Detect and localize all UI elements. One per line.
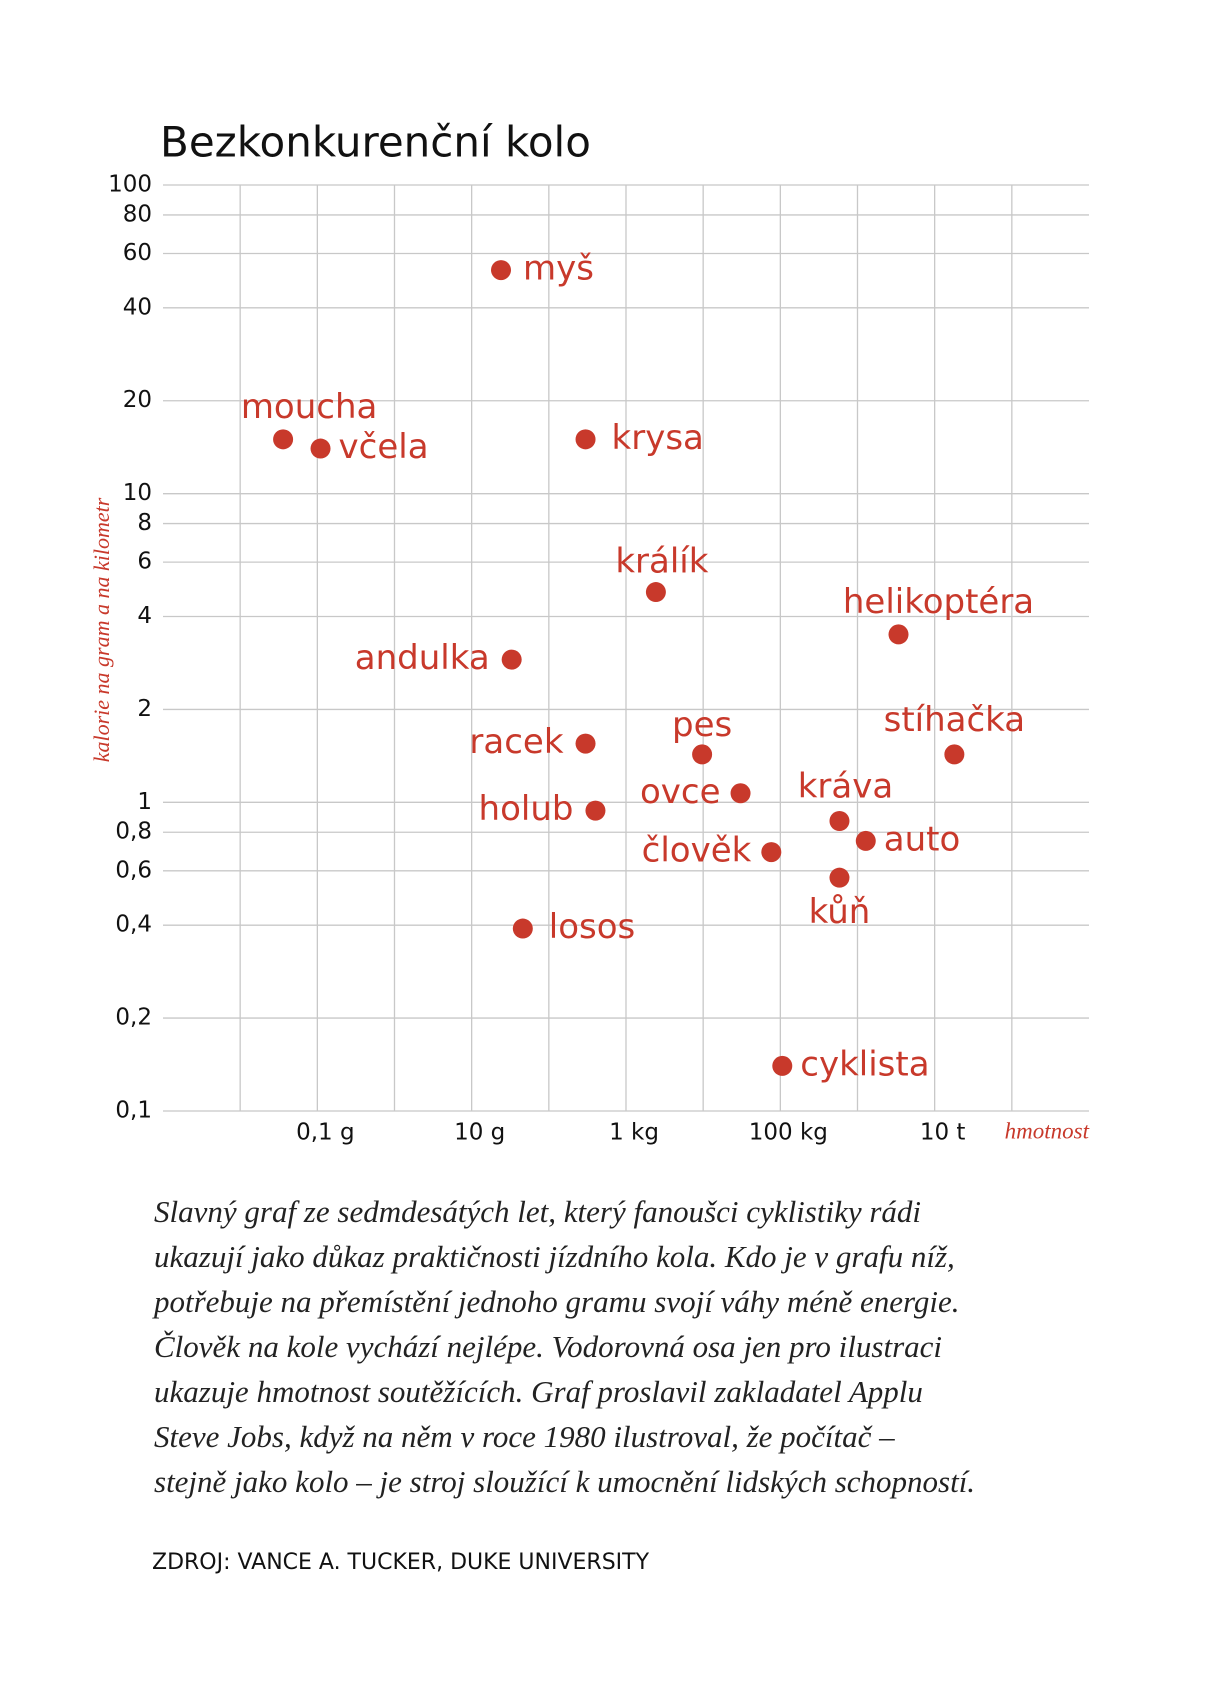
point-label: holub: [479, 789, 574, 829]
point: [310, 438, 331, 459]
y-tick-label: 20: [123, 387, 152, 413]
y-tick-label: 6: [137, 549, 152, 575]
point-label: krysa: [612, 418, 704, 458]
point: [491, 260, 512, 281]
source: ZDROJ: VANCE A. TUCKER, DUKE UNIVERSITY: [152, 1550, 650, 1575]
point: [512, 918, 533, 939]
point: [944, 744, 965, 765]
point-label: člověk: [642, 831, 752, 871]
y-tick-label: 10: [123, 480, 152, 506]
y-tick-label: 80: [123, 201, 152, 227]
grid: [163, 184, 1089, 1112]
point: [273, 429, 294, 450]
x-tick-label: 10 t: [920, 1120, 966, 1146]
caption-line: stejně jako kolo – je stroj sloužící k u…: [154, 1464, 975, 1499]
x-tick-label: 0,1 g: [296, 1120, 355, 1146]
point: [730, 783, 751, 804]
caption-line: Slavný graf ze sedmdesátých let, který f…: [154, 1194, 921, 1229]
y-tick-label: 60: [123, 240, 152, 266]
point: [855, 830, 876, 851]
point: [829, 811, 850, 832]
point-label: losos: [549, 907, 635, 947]
point: [692, 744, 713, 765]
point: [888, 624, 909, 645]
y-tick-label: 4: [137, 603, 152, 629]
y-tick-label: 0,8: [115, 819, 152, 845]
point-label: helikoptéra: [843, 582, 1034, 622]
point-label: myš: [523, 249, 594, 289]
caption-line: potřebuje na přemístění jednoho gramu sv…: [152, 1284, 960, 1319]
x-tick-label: 100 kg: [749, 1120, 828, 1146]
caption-line: Člověk na kole vychází nejlépe. Vodorovn…: [154, 1329, 942, 1364]
y-tick-label: 100: [108, 172, 152, 198]
point-label: ovce: [640, 772, 721, 812]
y-tick-label: 40: [123, 294, 152, 320]
y-tick-label: 1: [137, 789, 152, 815]
point: [501, 649, 522, 670]
caption-line: ukazují jako důkaz praktičnosti jízdního…: [154, 1239, 955, 1274]
caption-line: Steve Jobs, když na něm v roce 1980 ilus…: [154, 1419, 895, 1454]
point-label: andulka: [355, 638, 490, 678]
chart-title: Bezkonkurenční kolo: [160, 118, 591, 167]
point: [761, 842, 782, 863]
point-label: králík: [615, 542, 708, 582]
x-tick-label: 10 g: [454, 1120, 505, 1146]
point: [585, 800, 606, 821]
y-tick-label: 0,4: [115, 912, 152, 938]
point-label: cyklista: [800, 1044, 929, 1084]
point-label: pes: [672, 705, 732, 745]
point-label: kůň: [809, 892, 871, 932]
point: [575, 733, 596, 754]
point-label: včela: [339, 427, 429, 467]
point-label: kráva: [798, 767, 893, 807]
y-tick-label: 2: [137, 696, 152, 722]
y-tick-label: 0,1: [115, 1098, 152, 1124]
point-label: moucha: [241, 387, 378, 427]
point: [772, 1055, 793, 1076]
y-tick-label: 0,6: [115, 857, 152, 883]
x-tick-label: 1 kg: [609, 1120, 659, 1146]
point-label: auto: [884, 819, 961, 859]
point-label: racek: [469, 722, 563, 762]
y-axis-label: kalorie na gram a na kilometr: [89, 497, 114, 762]
y-tick-label: 0,2: [115, 1005, 152, 1031]
point: [575, 429, 596, 450]
point: [645, 582, 666, 603]
x-axis-label: hmotnost: [1005, 1118, 1090, 1143]
caption-line: ukazuje hmotnost soutěžících. Graf prosl…: [154, 1374, 923, 1409]
point: [829, 867, 850, 888]
y-tick-label: 8: [137, 510, 152, 536]
point-label: stíhačka: [884, 700, 1026, 740]
